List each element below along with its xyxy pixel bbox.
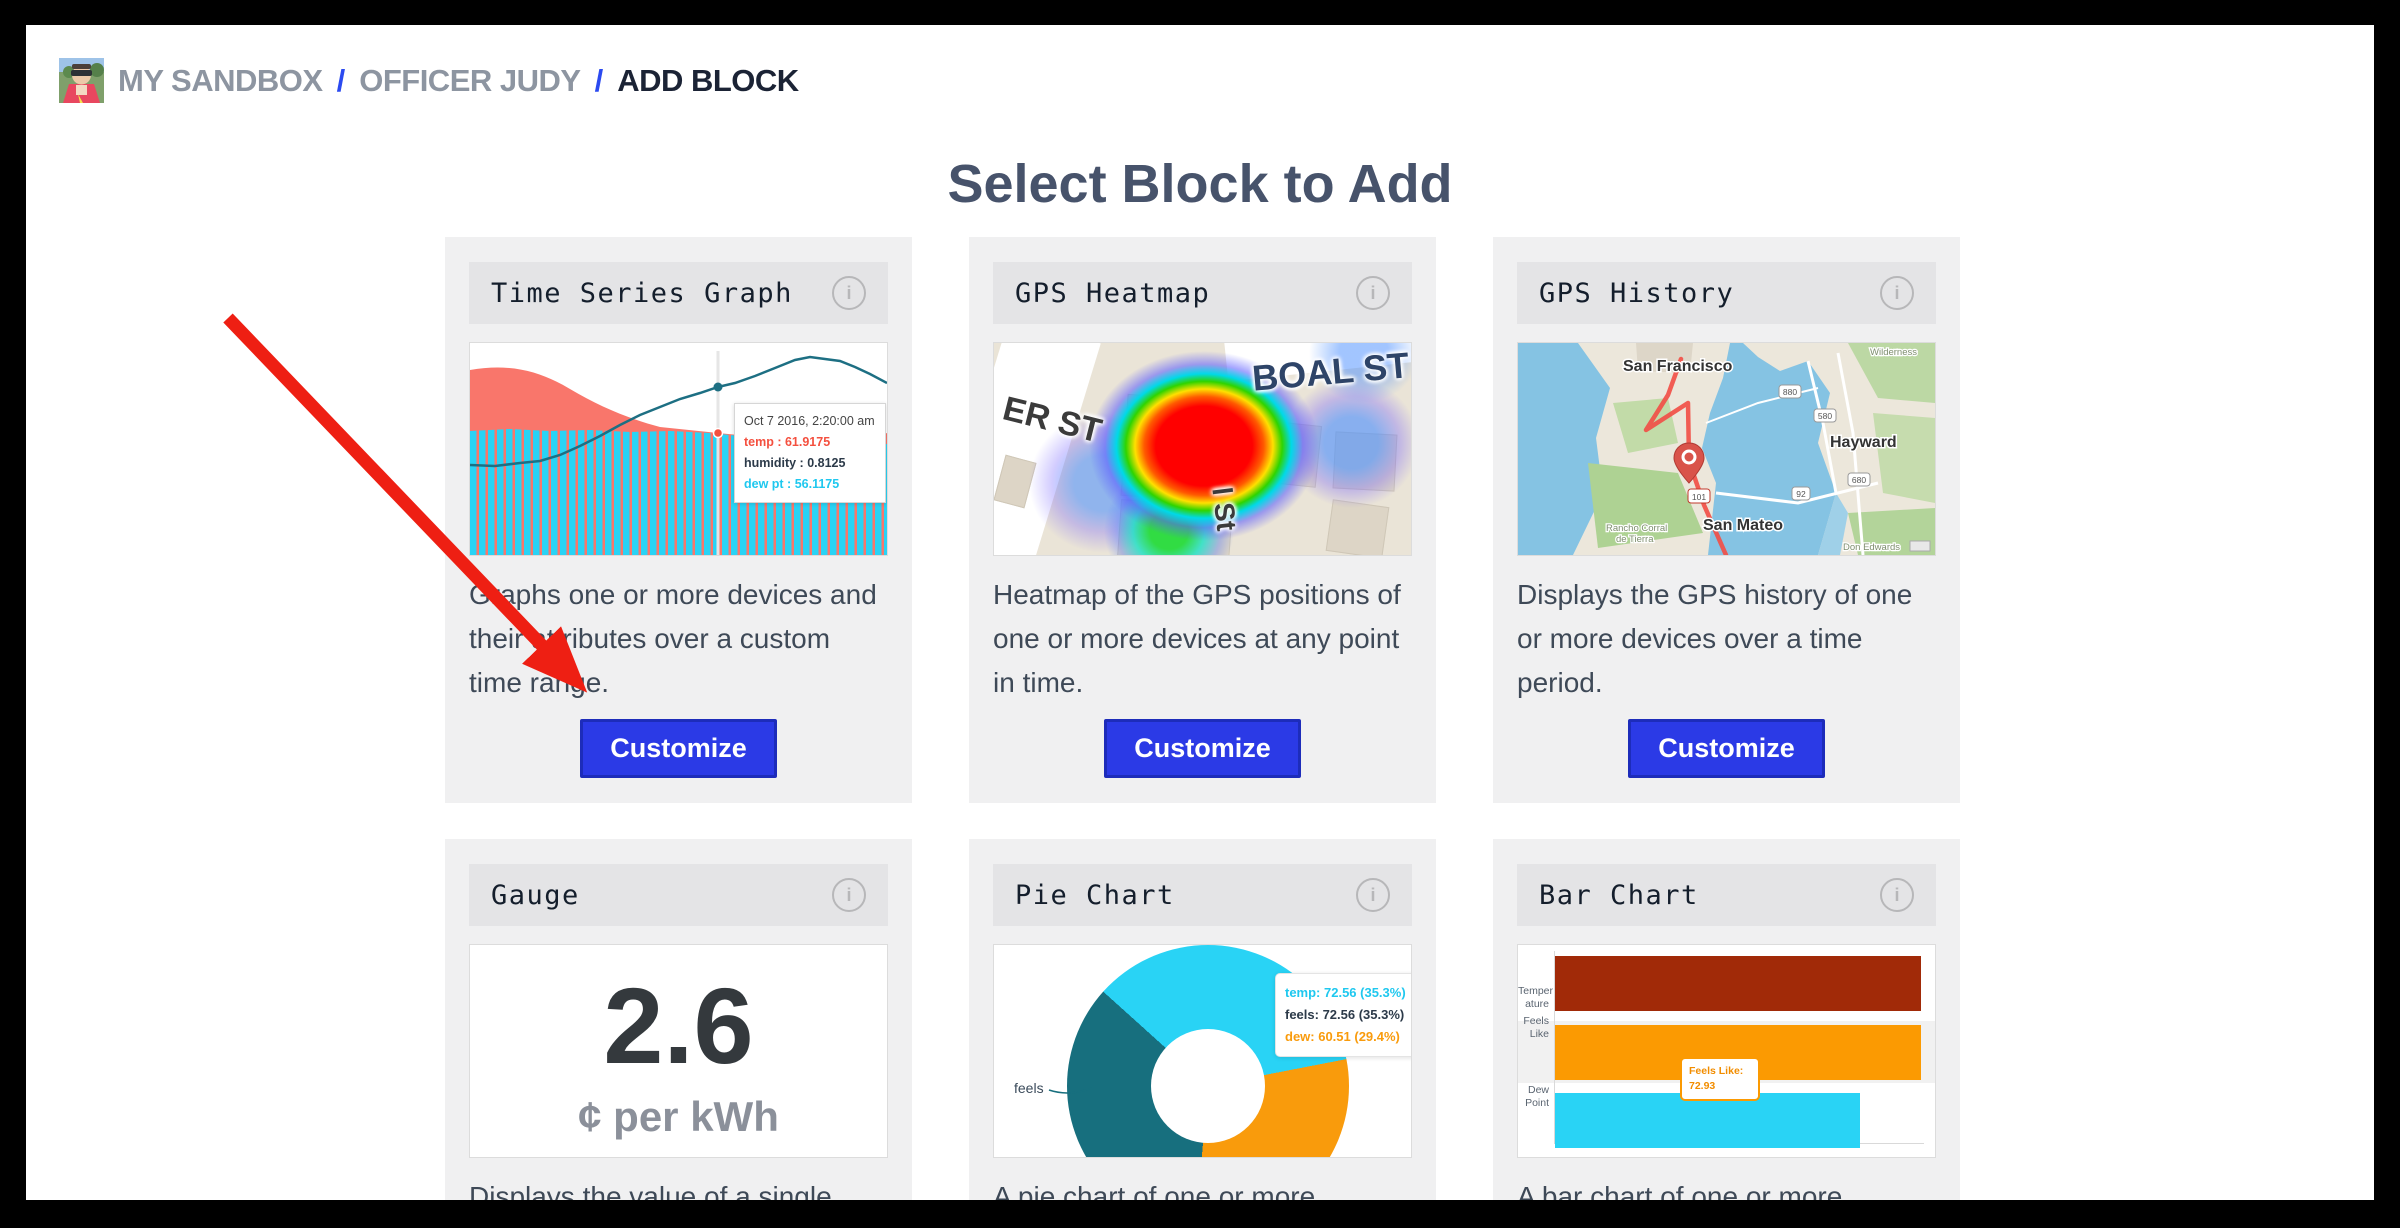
card-title: Time Series Graph — [491, 277, 793, 309]
card-description: Heatmap of the GPS positions of one or m… — [993, 579, 1401, 698]
gps-history-preview: San Francisco Hayward San Mateo Rancho C… — [1517, 342, 1936, 556]
card-title: Bar Chart — [1539, 879, 1699, 911]
card-gps-heatmap: GPS Heatmap i ER — [969, 237, 1436, 803]
page-frame: MY SANDBOX / OFFICER JUDY / ADD BLOCK Se… — [26, 25, 2374, 1200]
customize-button-gps-history[interactable]: Customize — [1628, 719, 1825, 778]
bar-temperature — [1555, 956, 1921, 1011]
breadcrumb-link-application[interactable]: OFFICER JUDY — [359, 62, 581, 98]
tooltip-temp: temp : 61.9175 — [744, 435, 831, 449]
card-time-series-graph: Time Series Graph i — [445, 237, 912, 803]
map-label-de-tierra: de Tierra — [1616, 534, 1654, 545]
card-description: Graphs one or more devices and their att… — [469, 579, 877, 698]
card-title: GPS Heatmap — [1015, 277, 1211, 309]
road-shield-92: 92 — [1791, 486, 1811, 501]
card-title: Gauge — [491, 879, 580, 911]
card-description: A bar chart of one or more — [1517, 1181, 1843, 1200]
card-header: Bar Chart i — [1517, 864, 1936, 926]
info-icon[interactable]: i — [832, 276, 866, 310]
tooltip-date: Oct 7 2016, 2:20:00 am — [744, 414, 875, 428]
card-header: GPS History i — [1517, 262, 1936, 324]
bar-dew-point — [1555, 1093, 1860, 1148]
map-label-hayward: Hayward — [1830, 434, 1897, 451]
map-label-don-edwards: Don Edwards — [1843, 542, 1900, 553]
card-header: GPS Heatmap i — [993, 262, 1412, 324]
gauge-value: 2.6 — [603, 965, 754, 1086]
chart-tooltip: Feels Like: 72.93 — [1680, 1057, 1760, 1101]
card-pie-chart: Pie Chart i feels temp: 72.56 (35.3%) fe… — [969, 839, 1436, 1200]
breadcrumb-current: ADD BLOCK — [617, 62, 799, 98]
info-icon[interactable]: i — [1880, 878, 1914, 912]
card-title: GPS History — [1539, 277, 1735, 309]
gps-heatmap-preview: ER ST BOAL ST l St — [993, 342, 1412, 556]
card-description: A pie chart of one or more — [993, 1181, 1316, 1200]
map-label-wilderness: Wilderness — [1870, 347, 1917, 358]
gps-history-map: San Francisco Hayward San Mateo Rancho C… — [1518, 343, 1935, 555]
map-label-san-francisco: San Francisco — [1623, 358, 1733, 375]
card-header: Gauge i — [469, 864, 888, 926]
street-label: l St — [1206, 485, 1243, 533]
card-description: Displays the value of a single — [469, 1181, 832, 1200]
tooltip-temp: temp: 72.56 (35.3%) — [1285, 985, 1406, 1000]
card-header: Time Series Graph i — [469, 262, 888, 324]
chart-tooltip: Oct 7 2016, 2:20:00 am temp : 61.9175 hu… — [734, 403, 886, 503]
info-icon[interactable]: i — [1880, 276, 1914, 310]
y-axis — [1554, 951, 1555, 1143]
svg-text:580: 580 — [1818, 411, 1832, 421]
tooltip-feels: feels: 72.56 (35.3%) — [1285, 1007, 1405, 1022]
gauge-preview: 2.6 ¢ per kWh — [469, 944, 888, 1158]
pie-chart-preview: feels temp: 72.56 (35.3%) feels: 72.56 (… — [993, 944, 1412, 1158]
bar-label-temperature: Temper ature — [1518, 985, 1554, 1010]
card-bar-chart: Bar Chart i Temper ature Feels Like Dew Poi… — [1493, 839, 1960, 1200]
card-description: Displays the GPS history of one or more … — [1517, 579, 1913, 698]
breadcrumb-link-sandbox[interactable]: MY SANDBOX — [118, 62, 323, 98]
card-gps-history: GPS History i — [1493, 237, 1960, 803]
svg-text:880: 880 — [1783, 387, 1797, 397]
svg-text:92: 92 — [1796, 489, 1806, 499]
heat-blob-high — [1089, 351, 1319, 541]
svg-text:101: 101 — [1692, 492, 1706, 502]
bar-label-feels-like: Feels Like — [1523, 1015, 1549, 1040]
tooltip-dew: dew: 60.51 (29.4%) — [1285, 1029, 1400, 1044]
breadcrumb-separator: / — [336, 62, 346, 98]
info-icon[interactable]: i — [1356, 276, 1390, 310]
page-title: Select Block to Add — [947, 154, 1453, 214]
bar-chart-preview: Temper ature Feels Like Dew Point Feels Lik… — [1517, 944, 1936, 1158]
svg-text:680: 680 — [1852, 475, 1866, 485]
tooltip-humidity: humidity : 0.8125 — [744, 456, 846, 470]
card-gauge: Gauge i 2.6 ¢ per kWh Displays the value… — [445, 839, 912, 1200]
block-grid: Time Series Graph i — [445, 237, 1960, 1200]
bar-label-dew-point: Dew Point — [1525, 1084, 1549, 1109]
customize-button-time-series[interactable]: Customize — [580, 719, 777, 778]
time-series-preview: Oct 7 2016, 2:20:00 am temp : 61.9175 hu… — [469, 342, 888, 556]
card-title: Pie Chart — [1015, 879, 1175, 911]
breadcrumb: MY SANDBOX / OFFICER JUDY / ADD BLOCK — [59, 58, 799, 103]
card-header: Pie Chart i — [993, 864, 1412, 926]
road-shield-580: 580 — [1813, 408, 1837, 423]
info-icon[interactable]: i — [1356, 878, 1390, 912]
map-background: ER ST BOAL ST l St — [994, 343, 1411, 555]
gauge-unit: ¢ per kWh — [578, 1093, 779, 1140]
road-shield-101: 101 — [1687, 488, 1711, 504]
road-shield-880: 880 — [1778, 384, 1802, 399]
customize-button-gps-heatmap[interactable]: Customize — [1104, 719, 1301, 778]
breadcrumb-separator: / — [594, 62, 604, 98]
slice-label-feels: feels — [1014, 1080, 1044, 1096]
tooltip-dew-point: dew pt : 56.1175 — [744, 477, 840, 491]
map-label-rancho-corral: Rancho Corral — [1606, 523, 1667, 534]
info-icon[interactable]: i — [832, 878, 866, 912]
user-avatar[interactable] — [59, 58, 104, 103]
chart-tooltip: temp: 72.56 (35.3%) feels: 72.56 (35.3%)… — [1275, 973, 1411, 1057]
map-label-san-mateo: San Mateo — [1703, 517, 1783, 534]
map-building — [1325, 499, 1390, 555]
pie-leader-lines — [1048, 958, 1257, 1094]
road-shield-680: 680 — [1847, 472, 1871, 487]
